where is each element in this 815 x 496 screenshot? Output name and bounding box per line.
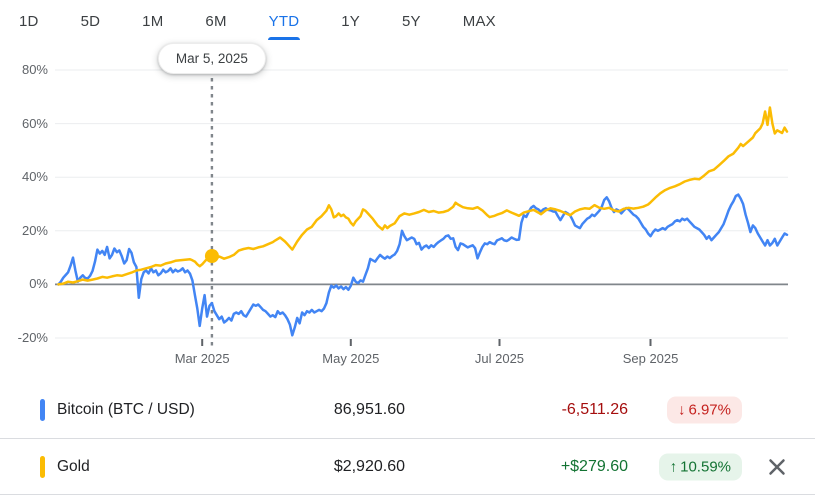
series-color-marker [40,455,45,478]
arrow-down-icon: ↓ [677,401,686,418]
badge-percent-label: 6.97% [688,401,731,418]
tab-6m[interactable]: 6M [205,12,227,30]
x-axis-label: Sep 2025 [622,351,679,366]
time-range-tabs: 1D 5D 1M 6M YTD 1Y 5Y MAX [19,8,496,40]
legend: Bitcoin (BTC / USD) 86,951.60 -6,511.26 ↓ 6.… [0,381,815,495]
x-axis-label: May 2025 [322,351,380,366]
y-axis-label: 40% [21,169,48,185]
series-value: 86,951.60 [333,400,405,418]
series-change: -6,511.26 [561,400,628,418]
series-line-1 [57,106,789,286]
close-icon [769,458,785,475]
legend-row-1: Gold $2,920.60 +$279.60 ↑ 10.59% [0,438,815,495]
arrow-up-icon: ↑ [669,458,678,475]
tab-1m[interactable]: 1M [142,12,164,30]
y-axis-label: 0% [29,276,48,292]
y-axis-label: 20% [21,222,48,238]
tab-1d[interactable]: 1D [19,12,39,30]
legend-row-0: Bitcoin (BTC / USD) 86,951.60 -6,511.26 ↓ 6.… [0,381,815,438]
series-line-0 [57,193,789,337]
hover-date-tooltip: Mar 5, 2025 [157,43,266,74]
hover-marker-dot [204,249,219,263]
remove-series-button[interactable] [763,453,791,481]
tab-1y[interactable]: 1Y [341,12,361,30]
tab-5y[interactable]: 5Y [402,12,421,30]
change-percent-badge: ↑ 10.59% [658,453,742,480]
tab-ytd[interactable]: YTD [267,12,300,40]
x-axis-label: Jul 2025 [474,351,525,366]
y-axis-label: 80% [21,62,48,77]
tab-5d[interactable]: 5D [80,12,101,30]
series-color-marker [40,398,45,421]
chart-area[interactable]: 80% 60% 40% 20% 0% -20% Mar 2025 May 2025 Jul 2… [0,0,815,380]
x-axis-label: Mar 2025 [174,351,230,366]
y-axis-label: 60% [21,115,48,131]
y-axis-label: -20% [17,330,48,345]
tab-max[interactable]: MAX [462,12,496,30]
change-percent-badge: ↓ 6.97% [666,396,742,423]
badge-percent-label: 10.59% [680,458,731,475]
chart-canvas[interactable] [0,0,815,380]
series-name: Bitcoin (BTC / USD) [57,400,195,418]
series-value: $2,920.60 [333,457,405,475]
series-name: Gold [57,457,90,475]
series-change: +$279.60 [560,457,628,475]
